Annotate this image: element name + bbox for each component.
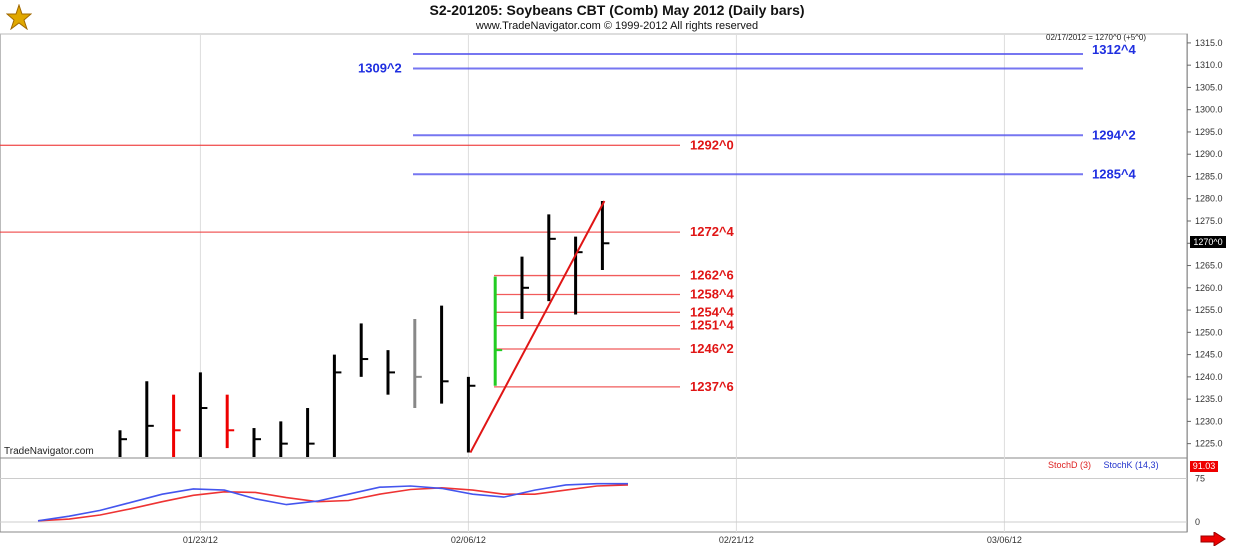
price-tick-label: 1230.0 xyxy=(1195,416,1223,426)
price-tick-label: 1285.0 xyxy=(1195,171,1223,181)
price-tick-label: 1225.0 xyxy=(1195,439,1223,449)
trend-line xyxy=(469,200,606,454)
level-label: 1246^2 xyxy=(690,341,734,356)
scroll-right-arrow-icon[interactable] xyxy=(1200,531,1226,547)
level-label: 1312^4 xyxy=(1092,42,1137,57)
level-label: 1292^0 xyxy=(690,137,734,152)
stoch-tick-label: 0 xyxy=(1195,517,1200,527)
price-tick-label: 1295.0 xyxy=(1195,127,1223,137)
price-tick-label: 1310.0 xyxy=(1195,60,1223,70)
price-tick-label: 1315.0 xyxy=(1195,38,1223,48)
level-label: 1237^6 xyxy=(690,379,734,394)
stochastic-legend: StochD (3) StochK (14,3) xyxy=(1048,460,1159,470)
price-tick-label: 1250.0 xyxy=(1195,327,1223,337)
last-price-marker: 1270^0 xyxy=(1190,236,1226,248)
stoch-k-line xyxy=(37,482,628,522)
price-tick-label: 1300.0 xyxy=(1195,105,1223,115)
level-label: 1294^2 xyxy=(1092,127,1136,142)
stoch-tick-label: 75 xyxy=(1195,474,1205,484)
price-tick-label: 1245.0 xyxy=(1195,350,1223,360)
level-label: 1285^4 xyxy=(1092,166,1137,181)
price-tick-label: 1240.0 xyxy=(1195,372,1223,382)
price-tick-label: 1305.0 xyxy=(1195,82,1223,92)
date-tick-label: 02/21/12 xyxy=(719,535,754,545)
price-tick-label: 1275.0 xyxy=(1195,216,1223,226)
chart-title: S2-201205: Soybeans CBT (Comb) May 2012 … xyxy=(429,2,805,18)
stoch-k-legend: StochK (14,3) xyxy=(1103,460,1159,470)
level-label: 1251^4 xyxy=(690,318,735,333)
stoch-d-legend: StochD (3) xyxy=(1048,460,1092,470)
watermark: TradeNavigator.com xyxy=(4,446,94,457)
level-label: 1258^4 xyxy=(690,286,735,301)
level-label: 1262^6 xyxy=(690,268,734,283)
date-tick-label: 01/23/12 xyxy=(183,535,218,545)
price-tick-label: 1255.0 xyxy=(1195,305,1223,315)
price-tick-label: 1260.0 xyxy=(1195,283,1223,293)
date-tick-label: 02/06/12 xyxy=(451,535,486,545)
level-label: 1309^2 xyxy=(358,61,402,76)
date-tick-label: 03/06/12 xyxy=(987,535,1022,545)
level-label: 1254^4 xyxy=(690,304,735,319)
tradenavigator-logo-icon xyxy=(5,3,33,31)
plot-frame xyxy=(0,33,1188,533)
price-tick-label: 1265.0 xyxy=(1195,261,1223,271)
chart-subtitle: www.TradeNavigator.com © 1999-2012 All r… xyxy=(475,20,759,32)
stoch-d-line xyxy=(37,484,629,522)
price-tick-label: 1235.0 xyxy=(1195,394,1223,404)
stoch-last-value: 91.03 xyxy=(1190,461,1218,472)
price-tick-label: 1280.0 xyxy=(1195,194,1223,204)
last-bar-info: 02/17/2012 = 1270^0 (+5^0) xyxy=(1046,33,1147,42)
price-tick-label: 1290.0 xyxy=(1195,149,1223,159)
level-label: 1272^4 xyxy=(690,224,735,239)
